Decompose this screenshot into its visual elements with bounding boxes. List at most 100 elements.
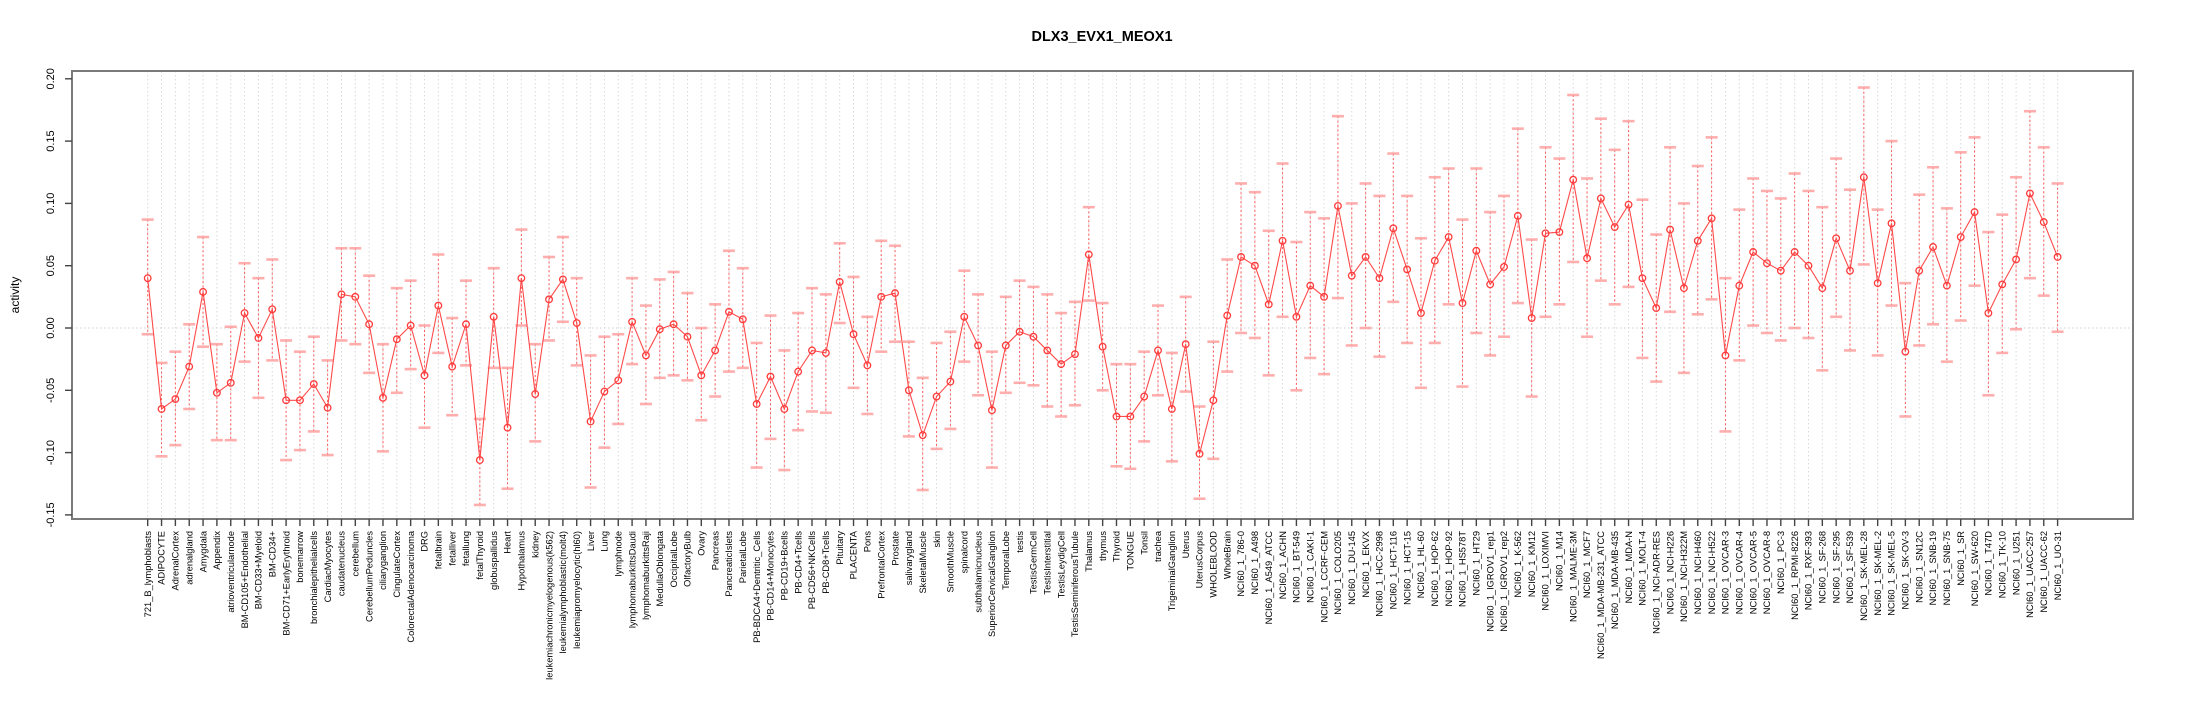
data-point bbox=[1444, 233, 1453, 241]
error-bar bbox=[709, 303, 722, 398]
data-point bbox=[1804, 261, 1813, 270]
data-point bbox=[1181, 340, 1190, 349]
x-axis-label: TestisInterstitial bbox=[1042, 531, 1052, 595]
error-bar bbox=[1553, 157, 1566, 306]
error-bar bbox=[224, 325, 237, 442]
x-axis-label: NCI60_1_HCC-2998 bbox=[1375, 531, 1385, 617]
x-axis-label: subthalamicnucleus bbox=[973, 531, 983, 613]
error-bar bbox=[1068, 300, 1081, 407]
error-bar bbox=[1539, 146, 1552, 319]
error-bar bbox=[1567, 93, 1580, 264]
x-axis-label: PB-BDCA4+Dentritic_Cells bbox=[752, 531, 762, 643]
chart-title: DLX3_EVX1_MEOX1 bbox=[1031, 29, 1172, 45]
x-axis-label: NCI60_1_SK-OV-3 bbox=[1901, 531, 1911, 610]
error-bar bbox=[1456, 218, 1469, 388]
error-bar bbox=[722, 249, 735, 373]
data-point bbox=[1818, 284, 1827, 293]
error-bar bbox=[1359, 182, 1372, 330]
data-point bbox=[143, 274, 152, 283]
error-bar bbox=[197, 235, 210, 348]
data-point bbox=[960, 312, 969, 321]
x-axis-label: NCI60_1_ACHN bbox=[1278, 531, 1288, 599]
x-axis-label: ADIPOCYTE bbox=[157, 531, 167, 585]
data-point bbox=[1915, 266, 1924, 275]
data-point bbox=[1306, 281, 1315, 290]
error-bar bbox=[806, 286, 819, 413]
data-point bbox=[157, 405, 166, 413]
error-bar bbox=[1387, 152, 1400, 304]
data-point bbox=[600, 387, 609, 396]
x-axis-label: NCI60_1_CAKI-1 bbox=[1305, 531, 1315, 603]
data-point bbox=[1984, 309, 1993, 317]
x-axis-label: leukemialymphoblastic(molt4) bbox=[558, 531, 568, 653]
error-bar bbox=[847, 275, 860, 390]
x-axis-label: NCI60_1_KM12 bbox=[1527, 531, 1537, 597]
x-axis-label: NCI60_1_HS578T bbox=[1458, 531, 1468, 607]
data-point bbox=[503, 423, 512, 432]
data-point bbox=[489, 312, 498, 321]
data-point bbox=[863, 361, 872, 370]
x-axis-label: NCI60_1_OVCAR-4 bbox=[1734, 531, 1744, 614]
error-bar bbox=[501, 366, 514, 491]
x-axis-label: fetalbrain bbox=[434, 531, 444, 569]
x-axis-label: PrefrontalCortex bbox=[876, 531, 886, 599]
error-bar bbox=[1650, 233, 1663, 383]
x-axis-label: Ovary bbox=[696, 531, 706, 556]
data-point bbox=[1071, 350, 1079, 359]
data-point bbox=[877, 292, 886, 301]
data-point bbox=[268, 305, 277, 314]
data-point bbox=[420, 371, 429, 380]
data-point bbox=[1998, 280, 2007, 289]
x-axis-label: Pancreas bbox=[710, 531, 720, 571]
error-bar bbox=[999, 295, 1012, 395]
x-axis-label: OlfactoryBulb bbox=[683, 531, 693, 587]
x-axis-label: ciliaryganglion bbox=[378, 531, 388, 590]
error-bar bbox=[307, 335, 320, 433]
x-axis-label: NCI60_1_SN12C bbox=[1914, 531, 1924, 603]
x-axis-label: SmoothMuscle bbox=[946, 531, 956, 593]
data-point bbox=[849, 330, 858, 339]
x-axis-label: bronchialepithelialcells bbox=[309, 531, 319, 624]
x-axis-label: NCI60_1_MDA-MB-435 bbox=[1610, 531, 1620, 629]
error-bar bbox=[1124, 362, 1137, 471]
data-point bbox=[655, 325, 664, 334]
error-bar bbox=[169, 350, 182, 447]
data-point bbox=[1098, 342, 1107, 351]
data-point bbox=[406, 321, 415, 330]
error-bar bbox=[141, 218, 154, 336]
x-axis-label: NCI60_1_SF-268 bbox=[1818, 531, 1828, 603]
error-bar bbox=[280, 339, 293, 462]
data-point bbox=[171, 395, 180, 403]
x-axis-label: lymphomaburkittsDaudi bbox=[627, 531, 637, 628]
data-point bbox=[199, 287, 208, 296]
error-bar bbox=[1581, 177, 1594, 339]
data-point bbox=[628, 317, 637, 326]
data-point bbox=[641, 351, 650, 360]
error-bar bbox=[1041, 293, 1054, 408]
data-point bbox=[1679, 284, 1688, 293]
x-axis-label: PB-CD56+NKCells bbox=[807, 531, 817, 610]
error-bar bbox=[1498, 194, 1511, 339]
data-point bbox=[918, 431, 927, 440]
x-axis-label: DRG bbox=[420, 531, 430, 552]
data-point bbox=[586, 417, 595, 426]
data-point bbox=[531, 390, 540, 398]
x-axis-label: TestisLeydigCell bbox=[1056, 531, 1066, 598]
error-bar bbox=[1996, 213, 2009, 355]
data-point bbox=[1832, 234, 1841, 243]
data-point bbox=[794, 367, 803, 376]
x-axis-label: PLACENTA bbox=[849, 530, 859, 579]
x-axis-label: TestisSeminiferousTubule bbox=[1070, 531, 1080, 637]
data-point bbox=[821, 348, 830, 357]
x-axis-label: NCI60_1_A549_ATCC bbox=[1264, 531, 1274, 625]
x-axis-label: NCI60_1_DU-145 bbox=[1347, 531, 1357, 605]
error-bar bbox=[1830, 157, 1843, 319]
x-axis-label: NCI60_1_UO-31 bbox=[2053, 531, 2063, 600]
error-bar bbox=[653, 278, 666, 380]
data-point bbox=[766, 372, 775, 381]
data-point bbox=[1790, 248, 1799, 256]
data-point bbox=[1569, 175, 1578, 184]
data-point bbox=[1887, 219, 1896, 228]
